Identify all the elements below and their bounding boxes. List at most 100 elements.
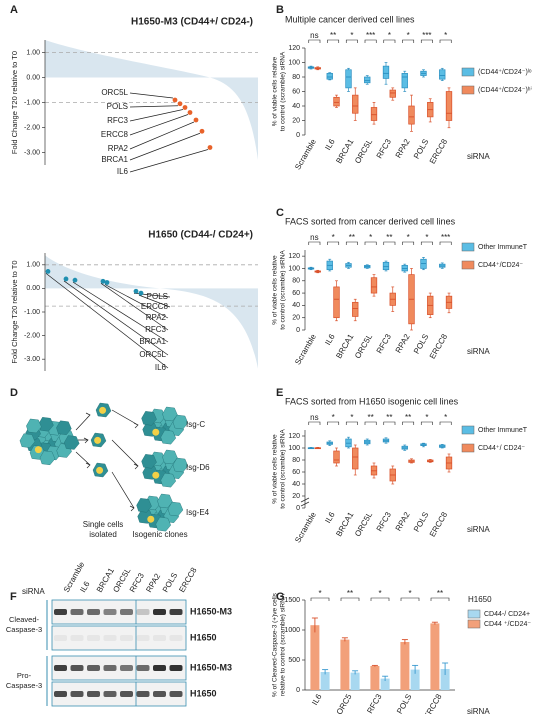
x-axis-label: siRNA xyxy=(467,152,490,161)
band xyxy=(103,635,117,641)
significance-label: ns xyxy=(310,233,318,242)
significance-label: * xyxy=(407,31,410,40)
cell xyxy=(38,417,54,432)
x-axis-label: siRNA xyxy=(467,347,490,356)
x-tick-label: POLS xyxy=(412,333,430,356)
band xyxy=(70,691,84,697)
y-tick-label: 60 xyxy=(292,290,300,297)
box xyxy=(382,65,390,79)
legend-label: CD44 ⁺/CD24⁻ xyxy=(484,621,531,628)
y-tick-label: 80 xyxy=(292,278,300,285)
box xyxy=(382,261,390,271)
y-tick-label: -2.00 xyxy=(24,124,40,131)
y-tick-label: 1.00 xyxy=(26,49,40,56)
box xyxy=(389,89,396,98)
significance-label: * xyxy=(332,233,335,242)
y-tick-label: 60 xyxy=(292,469,300,476)
x-tick-label: IL6 xyxy=(323,137,337,152)
legend-swatch xyxy=(461,260,475,270)
band xyxy=(153,609,166,615)
gene-label: ORC5L xyxy=(101,88,128,97)
gene-label: ERCC8 xyxy=(141,302,169,311)
x-tick-label: RPA2 xyxy=(394,332,412,355)
box xyxy=(370,277,378,294)
label-arrow xyxy=(129,149,209,173)
band xyxy=(153,635,166,641)
cell xyxy=(160,429,177,445)
bar xyxy=(340,639,350,690)
significance-bracket xyxy=(364,421,377,425)
gene-point xyxy=(133,288,139,294)
x-tick-label: RFC3 xyxy=(365,692,384,714)
marked-cell xyxy=(34,446,42,454)
significance-bracket xyxy=(383,39,396,43)
box xyxy=(370,107,378,121)
x-tick-label: RFC3 xyxy=(375,137,394,160)
significance-label: ns xyxy=(310,413,318,422)
band xyxy=(87,609,100,615)
band xyxy=(103,691,117,697)
y-axis-label: % of viable cells relative xyxy=(272,56,279,126)
axis-break xyxy=(300,497,310,503)
significance-bracket xyxy=(308,39,321,43)
label-arrow xyxy=(45,273,169,369)
arrow xyxy=(75,451,91,469)
significance-label: * xyxy=(425,233,428,242)
y-axis-label: to control (scramble) siRNA xyxy=(280,429,287,509)
y-tick-label: 100 xyxy=(288,59,300,66)
panel-label: A xyxy=(10,4,18,16)
band xyxy=(169,635,183,641)
gene-label: RPA2 xyxy=(146,313,167,322)
y-axis-label: % of viable cells relative xyxy=(272,434,279,504)
panel-label: D xyxy=(10,387,18,399)
y-tick-label: 100 xyxy=(288,445,300,452)
box xyxy=(408,105,415,125)
blot-label: Cleaved- xyxy=(9,615,40,624)
bar xyxy=(350,672,360,690)
y-tick-label: 100 xyxy=(288,265,300,272)
label-arrow xyxy=(129,92,174,99)
arrow xyxy=(75,412,91,431)
lane-label: ERCC8 xyxy=(177,566,199,594)
gene-label: BRCA1 xyxy=(101,155,128,164)
significance-bracket xyxy=(439,39,452,43)
significance-label: *** xyxy=(366,31,375,40)
significance-bracket xyxy=(340,597,360,601)
row-label: H1650 xyxy=(190,632,217,642)
band xyxy=(120,609,133,615)
chart-title: FACS sorted from H1650 isogenic cell lin… xyxy=(285,396,459,406)
significance-bracket xyxy=(308,421,321,425)
significance-label: *** xyxy=(441,233,450,242)
box xyxy=(333,450,340,464)
significance-bracket xyxy=(327,241,340,245)
gene-label: POLS xyxy=(107,102,128,111)
significance-label: * xyxy=(425,413,428,422)
bar xyxy=(320,672,330,690)
y-tick-label: 120 xyxy=(288,253,300,260)
significance-label: ** xyxy=(437,589,443,598)
y-tick-label: 1500 xyxy=(284,597,300,604)
band xyxy=(136,609,150,615)
arrow xyxy=(111,471,135,512)
gene-label: IL6 xyxy=(155,363,167,372)
y-tick-label: 80 xyxy=(292,74,300,81)
y-tick-label: 0.00 xyxy=(26,74,40,81)
x-tick-label: ORC5L xyxy=(353,137,374,165)
gene-point xyxy=(182,105,188,110)
label-arrow xyxy=(129,109,184,122)
x-tick-label: POLS xyxy=(412,138,430,161)
gene-label: IL6 xyxy=(117,167,129,176)
box xyxy=(401,73,408,89)
gene-point xyxy=(63,276,69,282)
lane-label: IL6 xyxy=(78,579,92,594)
cell xyxy=(160,472,177,488)
clone-label: Isg-C xyxy=(186,420,205,429)
axis-break xyxy=(300,501,310,507)
band xyxy=(153,665,166,671)
y-tick-label: 20 xyxy=(292,315,300,322)
lane-label: RFC3 xyxy=(128,571,147,594)
significance-label: * xyxy=(388,31,391,40)
band xyxy=(54,635,67,641)
box xyxy=(333,286,340,319)
label-arrow xyxy=(129,132,201,161)
